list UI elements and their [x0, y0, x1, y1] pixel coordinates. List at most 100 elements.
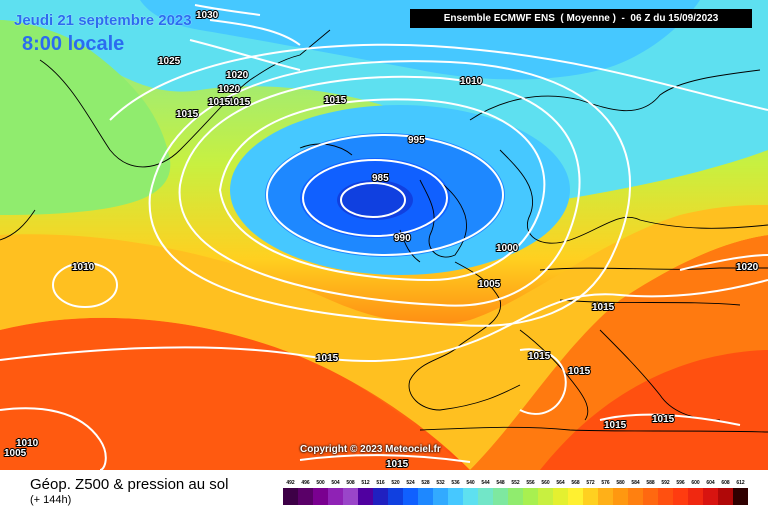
- isobar-1015-italy: [519, 348, 567, 415]
- isobar-label: 1030: [196, 10, 219, 21]
- legend-footer: Géop. Z500 & pression au sol (+ 144h) 49…: [0, 470, 768, 512]
- scale-tick-label: 580: [616, 480, 625, 486]
- isobar-label: 1015: [604, 420, 627, 431]
- isobar-1030: [194, 4, 261, 16]
- isobar-label: 1010: [72, 262, 95, 273]
- scale-swatch: [298, 488, 313, 505]
- isobar-1020-a: [189, 39, 301, 71]
- scale-tick-label: 588: [646, 480, 655, 486]
- scale-swatch: [553, 488, 568, 505]
- z500-field: 1030 1025 1020 1020 1015 1015 1015 1010 …: [0, 0, 768, 470]
- isobar-labels: 1030 1025 1020 1020 1015 1015 1015 1010 …: [3, 9, 760, 470]
- scale-swatch: [343, 488, 358, 505]
- isobar-label: 985: [372, 173, 389, 184]
- british-isles: [419, 179, 467, 258]
- france-iberia-coast: [408, 261, 521, 411]
- isobar-1015-africa: [299, 454, 471, 463]
- isobar-label: 1020: [736, 262, 759, 273]
- isobar-label: 1000: [496, 243, 519, 254]
- scale-tick-label: 564: [556, 480, 565, 486]
- scale-tick-label: 536: [451, 480, 460, 486]
- scale-swatch: [418, 488, 433, 505]
- isobar-label: 1015: [652, 414, 675, 425]
- scale-tick-label: 556: [526, 480, 535, 486]
- scale-swatch: [568, 488, 583, 505]
- weather-map: 1030 1025 1020 1020 1015 1015 1015 1010 …: [0, 0, 768, 470]
- isobar-label: 1015: [324, 95, 347, 106]
- scale-swatch: [283, 488, 298, 505]
- scale-swatch: [583, 488, 598, 505]
- isobars: [0, 4, 768, 470]
- scale-tick-label: 508: [346, 480, 355, 486]
- isobar-label: 1015: [386, 459, 409, 470]
- field-red-sw: [0, 317, 470, 470]
- isobar-label: 995: [408, 135, 425, 146]
- isobar-label: 1015: [176, 109, 199, 120]
- isobar-985: [340, 182, 406, 218]
- scale-swatch: [508, 488, 523, 505]
- scale-swatch: [688, 488, 703, 505]
- isobar-1015-north: [109, 43, 768, 121]
- scale-swatch: [493, 488, 508, 505]
- forecast-time: 8:00 locale: [22, 33, 125, 55]
- isobar-1010-west: [52, 262, 118, 308]
- scale-tick-label: 528: [421, 480, 430, 486]
- forecast-date: Jeudi 21 septembre 2023: [14, 12, 192, 29]
- scale-tick-label: 584: [631, 480, 640, 486]
- isobar-label: 1015: [592, 302, 615, 313]
- baltic-coast: [499, 149, 768, 244]
- scale-swatch: [478, 488, 493, 505]
- low-core: [337, 180, 413, 220]
- lead-time: (+ 144h): [30, 494, 72, 506]
- scale-swatch: [598, 488, 613, 505]
- field-red-se: [540, 350, 768, 470]
- scale-tick-label: 596: [676, 480, 685, 486]
- scale-tick-label: 532: [436, 480, 445, 486]
- scale-swatch: [673, 488, 688, 505]
- scale-tick-label: 504: [331, 480, 340, 486]
- scale-tick-label: 524: [406, 480, 415, 486]
- scale-swatch: [463, 488, 478, 505]
- isobar-label: 1015: [528, 351, 551, 362]
- coastlines: [0, 29, 768, 433]
- isobar-1015-east: [599, 413, 741, 426]
- scale-tick-label: 496: [301, 480, 310, 486]
- scale-swatch: [538, 488, 553, 505]
- isobar-label: 1005: [478, 279, 501, 290]
- scale-tick-label: 492: [286, 480, 295, 486]
- isobar-1010: [148, 60, 631, 327]
- isobar-1000: [218, 98, 546, 282]
- isobar-label: 1010: [16, 438, 39, 449]
- isobar-label: 1010: [460, 76, 483, 87]
- scale-swatch: [718, 488, 733, 505]
- italy-coast: [519, 329, 589, 421]
- scale-swatch: [628, 488, 643, 505]
- scale-swatch: [523, 488, 538, 505]
- north-africa-coast: [419, 426, 768, 433]
- scale-tick-label: 560: [541, 480, 550, 486]
- isobar-1015-sw: [0, 407, 107, 470]
- scale-tick-label: 500: [316, 480, 325, 486]
- scale-tick-label: 600: [691, 480, 700, 486]
- scale-swatch: [433, 488, 448, 505]
- scale-tick-label: 548: [496, 480, 505, 486]
- scale-swatch: [613, 488, 628, 505]
- scale-tick-label: 544: [481, 480, 490, 486]
- scale-tick-label: 568: [571, 480, 580, 486]
- isobar-label: 1015: [208, 97, 231, 108]
- color-scale: 492 496 500 504 508 512 516 520 524 528 532 536 540 5…: [283, 480, 753, 508]
- scale-swatch: [658, 488, 673, 505]
- isobar-1005: [178, 75, 581, 307]
- border-line-1: [539, 267, 768, 271]
- model-source-banner: Ensemble ECMWF ENS ( Moyenne ) - 06 Z du…: [410, 9, 752, 28]
- isobar-1015-south: [0, 279, 768, 362]
- scale-swatch: [703, 488, 718, 505]
- scale-swatch: [328, 488, 343, 505]
- labrador-coast: [0, 209, 36, 241]
- scale-tick-label: 512: [361, 480, 370, 486]
- scale-swatch: [643, 488, 658, 505]
- copyright-notice: Copyright © 2023 Meteociel.fr: [300, 444, 441, 455]
- scale-swatch: [373, 488, 388, 505]
- isobar-1020-east: [679, 254, 768, 271]
